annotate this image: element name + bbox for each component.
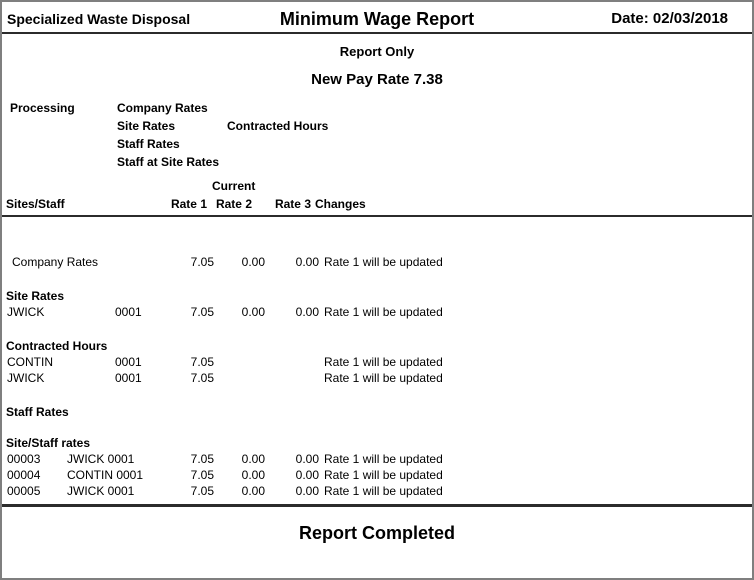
report-title: Minimum Wage Report — [279, 9, 475, 29]
site-code: 0001 — [115, 355, 142, 369]
rate2-value: 0.00 — [241, 255, 265, 269]
rate1-value: 7.05 — [190, 484, 214, 498]
table-row: JWICK 0001 7.05 0.00 0.00 Rate 1 will be… — [2, 305, 752, 321]
rate2-value: 0.00 — [241, 484, 265, 498]
footer-divider-line — [2, 504, 752, 507]
rate1-value: 7.05 — [190, 371, 214, 385]
section-header-row: Site/Staff rates — [2, 436, 752, 452]
rate1-column-header: Rate 1 — [170, 197, 207, 211]
company-name: Specialized Waste Disposal — [7, 11, 191, 27]
site-code: 0001 — [115, 305, 142, 319]
section-title: Staff Rates — [6, 405, 69, 419]
site-staff-name: CONTIN — [7, 355, 53, 369]
site-staff-name: JWICK — [7, 371, 45, 385]
rate3-value: 0.00 — [295, 468, 319, 482]
current-column-label: Current — [212, 179, 256, 193]
site-staff-name: Company Rates — [12, 255, 99, 269]
rate2-value: 0.00 — [241, 452, 265, 466]
rate1-value: 7.05 — [190, 305, 214, 319]
section-header-row: Staff Rates — [2, 405, 752, 421]
rate3-value: 0.00 — [295, 255, 319, 269]
sites-staff-column-header: Sites/Staff — [6, 197, 65, 211]
table-row: CONTIN 0001 7.05 Rate 1 will be updated — [2, 355, 752, 371]
site-code: JWICK 0001 — [67, 452, 135, 466]
rate1-value: 7.05 — [190, 452, 214, 466]
rate3-value: 0.00 — [295, 305, 319, 319]
rate1-value: 7.05 — [190, 255, 214, 269]
processing-company-rates: Company Rates — [117, 101, 208, 115]
rate1-value: 7.05 — [190, 355, 214, 369]
rate2-value: 0.00 — [241, 468, 265, 482]
staff-id: 00004 — [7, 468, 41, 482]
staff-id: 00003 — [7, 452, 41, 466]
site-code: CONTIN 0001 — [67, 468, 144, 482]
table-row: 00004 CONTIN 0001 7.05 0.00 0.00 Rate 1 … — [2, 468, 752, 484]
report-only-subtitle: Report Only — [339, 44, 415, 59]
site-staff-name: JWICK — [7, 305, 45, 319]
rate3-value: 0.00 — [295, 484, 319, 498]
rate2-column-header: Rate 2 — [215, 197, 252, 211]
site-code: JWICK 0001 — [67, 484, 135, 498]
processing-staff-rates: Staff Rates — [117, 137, 180, 151]
change-message: Rate 1 will be updated — [324, 484, 443, 498]
report-date: Date: 02/03/2018 — [611, 10, 728, 27]
report-completed-message: Report Completed — [298, 523, 455, 543]
section-title: Site/Staff rates — [6, 436, 91, 450]
table-row: 00003 JWICK 0001 7.05 0.00 0.00 Rate 1 w… — [2, 452, 752, 468]
processing-label: Processing — [10, 101, 75, 115]
changes-column-header: Changes — [315, 197, 366, 211]
change-message: Rate 1 will be updated — [324, 468, 443, 482]
rate1-value: 7.05 — [190, 468, 214, 482]
change-message: Rate 1 will be updated — [324, 371, 443, 385]
rate2-value: 0.00 — [241, 305, 265, 319]
table-row: 00005 JWICK 0001 7.05 0.00 0.00 Rate 1 w… — [2, 484, 752, 500]
processing-contracted-hours: Contracted Hours — [227, 119, 329, 133]
change-message: Rate 1 will be updated — [324, 452, 443, 466]
section-header-row: Site Rates — [2, 289, 752, 305]
new-pay-rate-subtitle: New Pay Rate 7.38 — [311, 71, 443, 88]
table-row: Company Rates 7.05 0.00 0.00 Rate 1 will… — [2, 255, 752, 271]
processing-staff-at-site-rates: Staff at Site Rates — [117, 155, 220, 169]
section-header-row: Contracted Hours — [2, 339, 752, 355]
change-message: Rate 1 will be updated — [324, 355, 443, 369]
table-row: JWICK 0001 7.05 Rate 1 will be updated — [2, 371, 752, 387]
staff-id: 00005 — [7, 484, 41, 498]
processing-site-rates: Site Rates — [117, 119, 176, 133]
header-divider-line — [2, 32, 752, 34]
section-title: Contracted Hours — [6, 339, 108, 353]
table-header-divider-line — [2, 215, 752, 217]
section-title: Site Rates — [6, 289, 65, 303]
change-message: Rate 1 will be updated — [324, 255, 443, 269]
site-code: 0001 — [115, 371, 142, 385]
rate3-value: 0.00 — [295, 452, 319, 466]
rate3-column-header: Rate 3 — [274, 197, 311, 211]
change-message: Rate 1 will be updated — [324, 305, 443, 319]
